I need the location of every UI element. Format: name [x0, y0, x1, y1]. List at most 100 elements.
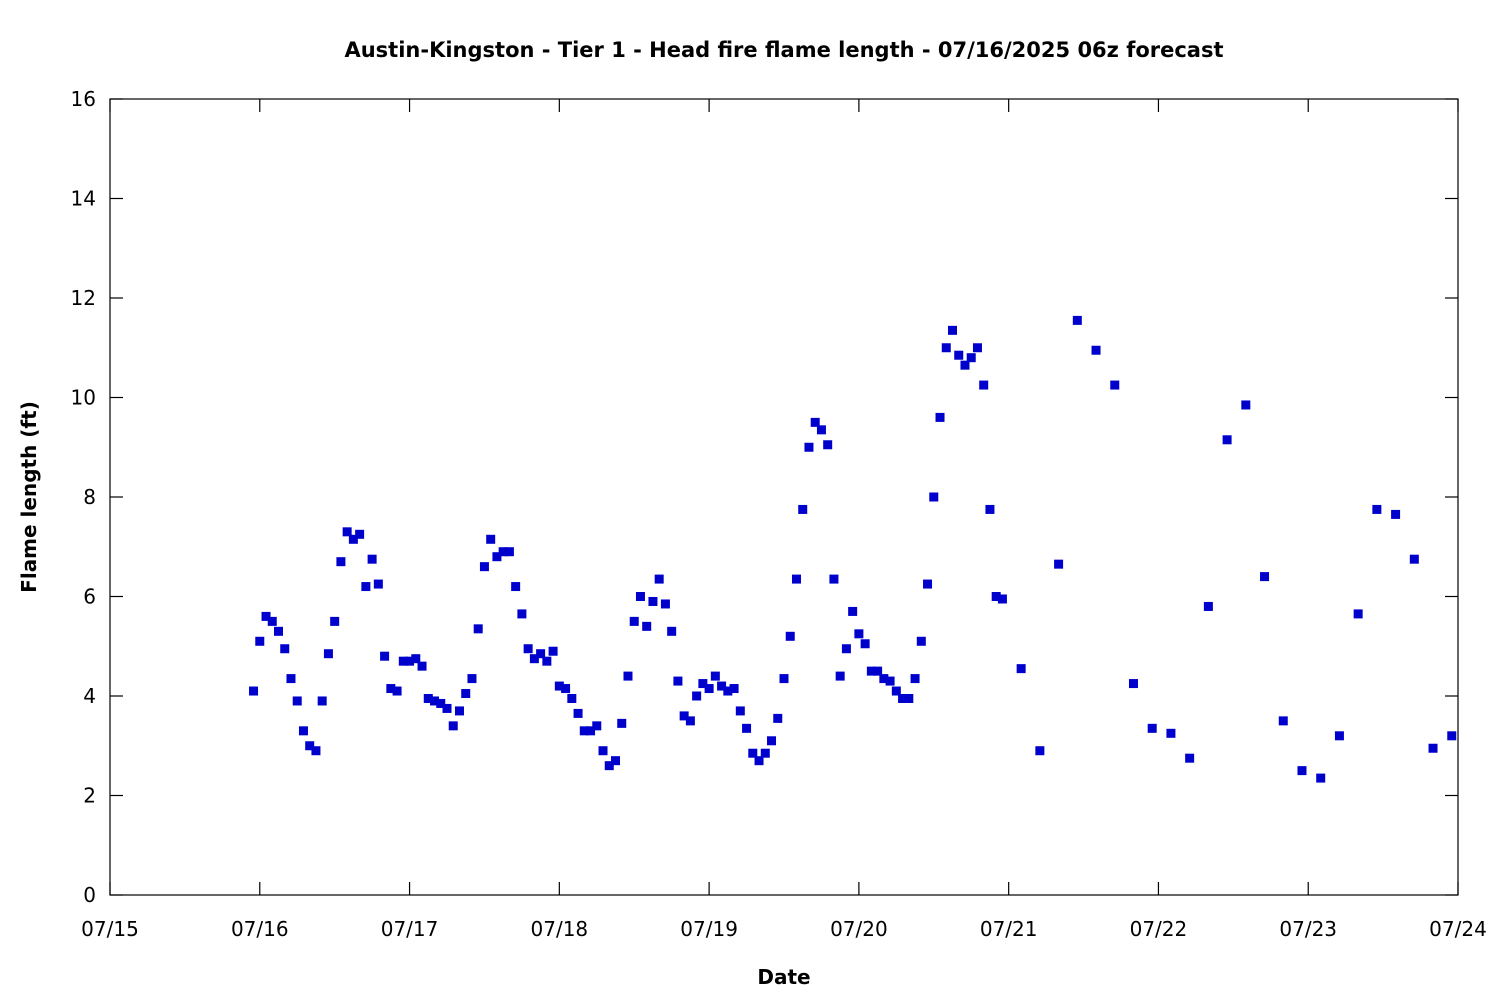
y-tick-label: 8: [83, 485, 96, 509]
data-point: [972, 343, 982, 353]
data-point: [773, 713, 783, 723]
data-point: [1447, 731, 1457, 741]
data-point: [423, 693, 433, 703]
x-tick-label: 07/19: [680, 917, 738, 941]
data-point: [904, 693, 914, 703]
x-tick-label: 07/23: [1279, 917, 1337, 941]
data-point: [311, 746, 321, 756]
data-point: [592, 721, 602, 731]
data-point: [486, 534, 496, 544]
data-point: [798, 504, 808, 514]
data-point: [348, 534, 358, 544]
y-tick-label: 6: [83, 585, 96, 609]
data-point: [923, 579, 933, 589]
data-point: [461, 689, 471, 699]
data-point: [573, 708, 583, 718]
data-point: [529, 654, 539, 664]
data-point: [1091, 345, 1101, 355]
data-point: [448, 721, 458, 731]
data-point: [267, 616, 277, 626]
data-point: [1166, 728, 1176, 738]
data-point: [954, 350, 964, 360]
x-tick-label: 07/22: [1130, 917, 1188, 941]
data-point: [829, 574, 839, 584]
data-point: [1278, 716, 1288, 726]
data-points: [249, 315, 1457, 783]
data-point: [1428, 743, 1438, 753]
x-tick-label: 07/15: [81, 917, 139, 941]
data-point: [467, 674, 477, 684]
data-point: [667, 626, 677, 636]
data-point: [355, 529, 365, 539]
data-point: [579, 726, 589, 736]
data-point: [629, 616, 639, 626]
data-point: [367, 554, 377, 564]
data-point: [274, 626, 283, 636]
data-point: [386, 684, 396, 694]
y-tick-label: 2: [83, 784, 96, 808]
data-point: [517, 609, 527, 619]
x-tick-label: 07/20: [830, 917, 888, 941]
data-point: [1072, 315, 1082, 325]
data-point: [642, 621, 652, 631]
data-point: [1260, 572, 1270, 582]
data-point: [673, 676, 683, 686]
data-point: [966, 353, 976, 363]
data-point: [504, 547, 514, 557]
data-point: [323, 649, 333, 659]
data-point: [286, 674, 296, 684]
data-point: [1054, 559, 1064, 569]
data-point: [442, 703, 452, 713]
data-point: [841, 644, 851, 654]
data-point: [1185, 753, 1195, 763]
data-point: [598, 746, 608, 756]
data-point: [692, 691, 702, 701]
x-tick-label: 07/17: [381, 917, 439, 941]
data-point: [754, 756, 764, 766]
data-point: [710, 671, 720, 681]
x-tick-label: 07/18: [531, 917, 589, 941]
data-point: [742, 723, 752, 733]
data-point: [729, 684, 739, 694]
data-point: [873, 666, 883, 676]
data-point: [548, 646, 558, 656]
y-tick-label: 12: [71, 286, 96, 310]
data-point: [498, 547, 508, 557]
data-point: [392, 686, 402, 696]
data-point: [280, 644, 290, 654]
data-point: [979, 380, 989, 390]
data-point: [454, 706, 464, 716]
data-point: [336, 557, 346, 567]
data-point: [1222, 435, 1232, 445]
data-point: [1353, 609, 1363, 619]
data-point: [1409, 554, 1419, 564]
data-point: [748, 748, 758, 758]
data-point: [960, 360, 970, 370]
data-point: [635, 592, 645, 601]
data-point: [536, 649, 546, 659]
data-point: [342, 527, 352, 537]
data-point: [1241, 400, 1251, 410]
data-point: [910, 674, 920, 684]
data-point: [1372, 504, 1382, 514]
data-point: [473, 624, 483, 634]
data-point: [361, 582, 371, 592]
x-tick-label: 07/24: [1429, 917, 1487, 941]
data-point: [617, 718, 627, 728]
data-point: [317, 696, 327, 706]
data-point: [810, 417, 820, 427]
data-point: [854, 629, 864, 639]
data-point: [561, 684, 571, 694]
data-point: [1128, 679, 1138, 689]
y-tick-label: 0: [83, 883, 96, 907]
data-point: [848, 606, 858, 616]
data-point: [611, 756, 620, 766]
data-point: [430, 696, 440, 706]
data-point: [405, 656, 415, 666]
chart-title: Austin-Kingston - Tier 1 - Head fire fla…: [344, 38, 1223, 62]
data-point: [1391, 509, 1401, 519]
data-point: [567, 693, 577, 703]
y-tick-label: 10: [71, 386, 96, 410]
data-point: [891, 686, 901, 696]
data-point: [985, 504, 995, 514]
